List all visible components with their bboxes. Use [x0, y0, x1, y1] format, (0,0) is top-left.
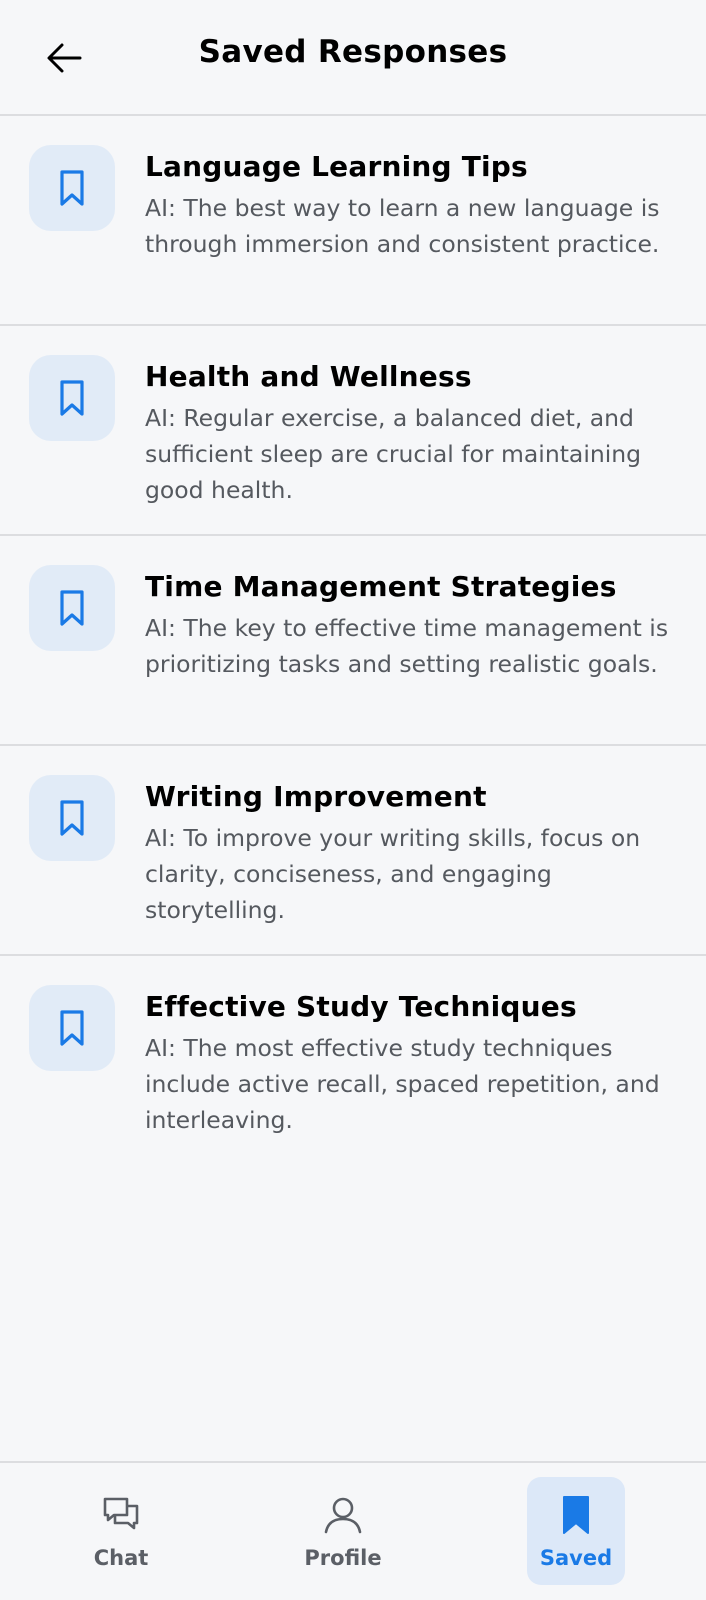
- bookmark-icon: [29, 565, 115, 651]
- saved-item-text: AI: The most effective study techniques …: [145, 1034, 660, 1134]
- bottom-navigation: Chat Profile Saved: [0, 1461, 706, 1600]
- saved-item-title: Health and Wellness: [145, 360, 472, 393]
- saved-item[interactable]: Health and Wellness AI: Regular exercise…: [0, 326, 706, 536]
- saved-item-title: Effective Study Techniques: [145, 990, 577, 1023]
- bookmark-icon: [29, 985, 115, 1071]
- nav-label-profile: Profile: [304, 1546, 382, 1570]
- app-header: Saved Responses: [0, 0, 706, 116]
- nav-item-saved[interactable]: Saved: [527, 1477, 625, 1585]
- saved-item-text: AI: To improve your writing skills, focu…: [145, 824, 641, 924]
- nav-item-profile[interactable]: Profile: [294, 1477, 392, 1585]
- nav-label-chat: Chat: [93, 1546, 149, 1570]
- saved-item-title: Time Management Strategies: [145, 570, 617, 603]
- bookmark-icon: [29, 355, 115, 441]
- saved-item-text: AI: Regular exercise, a balanced diet, a…: [145, 404, 642, 504]
- saved-item[interactable]: Time Management Strategies AI: The key t…: [0, 536, 706, 746]
- nav-item-chat[interactable]: Chat: [72, 1477, 170, 1585]
- saved-item[interactable]: Writing Improvement AI: To improve your …: [0, 746, 706, 956]
- nav-label-saved: Saved: [539, 1546, 613, 1570]
- bookmark-icon: [29, 145, 115, 231]
- saved-item-title: Language Learning Tips: [145, 150, 528, 183]
- saved-responses-list: Language Learning Tips AI: The best way …: [0, 116, 706, 1166]
- saved-item[interactable]: Language Learning Tips AI: The best way …: [0, 116, 706, 326]
- chat-bubbles-icon: [101, 1495, 141, 1535]
- arrow-left-icon: [47, 43, 82, 73]
- bookmark-icon: [561, 1495, 591, 1535]
- page-title: Saved Responses: [198, 34, 508, 70]
- saved-item-text: AI: The best way to learn a new language…: [145, 194, 660, 258]
- bookmark-icon: [29, 775, 115, 861]
- saved-item-text: AI: The key to effective time management…: [145, 614, 669, 678]
- saved-item[interactable]: Effective Study Techniques AI: The most …: [0, 956, 706, 1166]
- back-button[interactable]: [38, 32, 90, 84]
- user-icon: [323, 1495, 363, 1535]
- saved-item-title: Writing Improvement: [145, 780, 487, 813]
